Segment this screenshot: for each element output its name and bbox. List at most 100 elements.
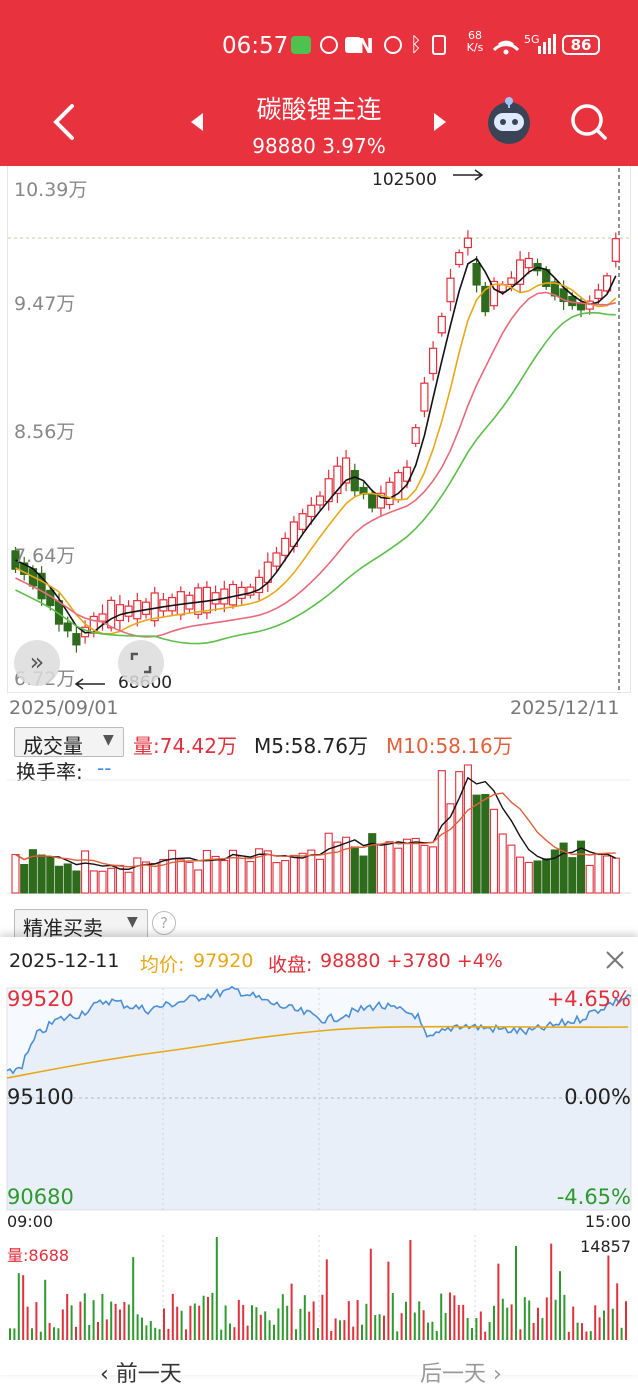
volume-bar (194, 869, 203, 894)
indicator-selector[interactable]: 成交量 ▼ (14, 727, 124, 758)
volume-bar (559, 842, 568, 894)
app-notification-icon (345, 37, 361, 53)
candle (63, 622, 72, 632)
intraday-vol-max: 14857 (580, 1237, 631, 1256)
intraday-high-pct: +4.65% (546, 987, 631, 1011)
battery-icon: 86 (562, 35, 600, 55)
wifi-icon (492, 43, 520, 52)
candle (298, 513, 307, 530)
bluetooth-icon: ᛒ (410, 32, 422, 56)
candle (429, 347, 438, 375)
volume-bar (463, 764, 472, 894)
candle (350, 470, 359, 492)
intraday-low-price: 90680 (7, 1185, 74, 1209)
volume-chart (7, 764, 631, 894)
start-date: 2025/09/01 (9, 697, 119, 719)
prev-day-button[interactable]: ‹ 前一天 (100, 1362, 182, 1387)
last-price: 98880 (252, 134, 316, 158)
candle (411, 427, 420, 445)
volume-bar (481, 793, 490, 894)
volume-bar (89, 870, 98, 894)
candle (133, 600, 142, 620)
price-summary: 98880 3.97% (0, 134, 638, 158)
candle (20, 562, 29, 575)
price-label-4: 7.64万 (14, 545, 76, 567)
precise-trade-selector[interactable]: 精准买卖 ▼ (14, 909, 148, 940)
turnover-value: -- (97, 756, 112, 780)
volume-bar (20, 864, 29, 894)
help-icon[interactable]: ? (152, 911, 176, 935)
volume-m10: M10:58.16万 (386, 734, 513, 758)
high-arrow (453, 169, 484, 181)
volume-bar (550, 849, 559, 894)
volume-bar (359, 855, 368, 894)
intraday-date: 2025-12-11 (9, 950, 120, 972)
volume-bar (603, 855, 612, 894)
volume-bar (72, 870, 81, 894)
volume-bar (159, 858, 168, 894)
next-day-button[interactable]: 后一天 › (420, 1362, 502, 1387)
volume-bar (324, 832, 333, 894)
candle (115, 604, 125, 622)
volume-bar (281, 860, 290, 894)
fullscreen-icon[interactable] (118, 640, 164, 686)
volume-bar (524, 861, 533, 894)
ma5-line (15, 257, 617, 634)
volume-bar (202, 849, 211, 894)
volume-bar (220, 859, 229, 894)
volume-bar (429, 846, 438, 894)
close-label: 收盘: (268, 954, 313, 976)
candle (342, 457, 351, 484)
candle (481, 285, 490, 313)
nfc-icon: N (357, 34, 374, 58)
high-mark-label: 102500 (372, 170, 437, 190)
intraday-price-line (6, 985, 632, 1075)
volume-bar (272, 862, 281, 894)
volume-bar (411, 837, 420, 894)
volume-bar (54, 865, 64, 894)
close-value: 98880 +3780 +4% (320, 950, 503, 972)
candle (437, 315, 446, 334)
volume-bar (98, 870, 107, 894)
volume-bar (211, 855, 220, 894)
candle (420, 382, 429, 412)
volume-bar (472, 794, 481, 894)
candle (124, 605, 133, 617)
chevron-down-icon: ▼ (103, 732, 114, 748)
china-mobile-icon (320, 36, 338, 54)
candle (455, 252, 464, 266)
intraday-high-price: 99520 (7, 987, 74, 1011)
candle (472, 262, 481, 286)
volume-bar (516, 856, 525, 894)
signal-type: 5G (524, 33, 540, 46)
close-popup-button[interactable] (600, 945, 630, 975)
candle (333, 465, 342, 495)
candle (150, 592, 159, 622)
end-date: 2025/12/11 (510, 697, 620, 719)
signal-icon (538, 46, 541, 54)
vibrate-icon (432, 35, 446, 55)
candle (141, 601, 151, 615)
intraday-low-pct: -4.65% (556, 1185, 631, 1209)
status-icons (492, 34, 556, 55)
volume-amount: 量:74.42万 (133, 734, 237, 758)
intraday-vol-label: 量:8688 (7, 1246, 70, 1265)
volume-bar (568, 857, 577, 894)
status-time: 06:57 (222, 33, 289, 59)
volume-bar (420, 844, 429, 894)
wechat-icon (291, 36, 311, 54)
kline-chart[interactable] (0, 0, 638, 700)
volume-bar (542, 858, 551, 894)
candle (446, 277, 455, 303)
volume-bar (168, 849, 177, 894)
close-icon (606, 951, 624, 969)
candle (255, 576, 264, 594)
ma30-line (15, 311, 616, 645)
net-speed-value: 68 (468, 29, 482, 42)
intraday-mid-pct: 0.00% (564, 1085, 631, 1109)
volume-bar (333, 841, 342, 894)
expand-side-icon[interactable]: » (14, 640, 60, 686)
volume-bar (107, 867, 116, 894)
volume-bar (133, 857, 142, 894)
